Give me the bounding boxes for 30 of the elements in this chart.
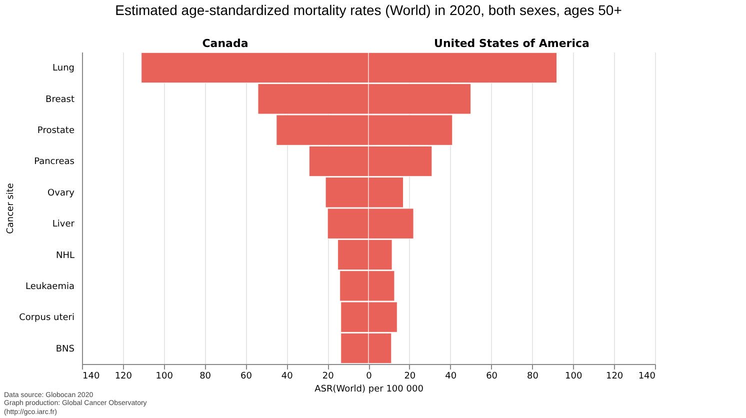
y-tick-label: Pancreas: [34, 157, 75, 168]
chart-title: Estimated age-standardized mortality rates (World) in 2020, both sexes, ages 50+: [115, 2, 622, 18]
x-tick-label: 40: [445, 372, 457, 382]
x-tick-label: 20: [404, 372, 416, 382]
series-label: Canada: [202, 37, 248, 50]
x-tick-label: 80: [526, 372, 539, 382]
x-tick-label: 40: [281, 372, 294, 382]
y-tick-label: Lung: [52, 64, 74, 74]
series-label: United States of America: [434, 37, 590, 50]
x-tick-label: 100: [565, 372, 582, 382]
y-tick-label: Corpus uteri: [19, 313, 74, 324]
x-tick-label: 0: [366, 372, 372, 382]
x-tick-label: 80: [200, 372, 212, 382]
x-tick-label: 140: [638, 372, 656, 382]
x-tick-label: 120: [606, 372, 624, 382]
y-tick-label: BNS: [56, 344, 75, 354]
y-tick-label: Ovary: [48, 188, 76, 198]
x-tick-label: 120: [114, 372, 132, 382]
x-tick-label: 60: [486, 372, 498, 382]
x-tick-label: 20: [322, 372, 334, 382]
y-axis-title: Cancer site: [6, 182, 16, 234]
y-tick-label: Leukaemia: [26, 282, 74, 292]
x-tick-label: 100: [156, 372, 174, 382]
y-tick-label: Liver: [52, 220, 75, 230]
x-tick-label: 60: [240, 372, 252, 382]
y-tick-label: Breast: [46, 94, 75, 105]
y-tick-label: Prostate: [37, 126, 75, 136]
y-tick-label: NHL: [56, 250, 74, 261]
x-tick-label: 140: [82, 372, 100, 382]
x-axis-title: ASR(World) per 100 000: [314, 384, 424, 394]
